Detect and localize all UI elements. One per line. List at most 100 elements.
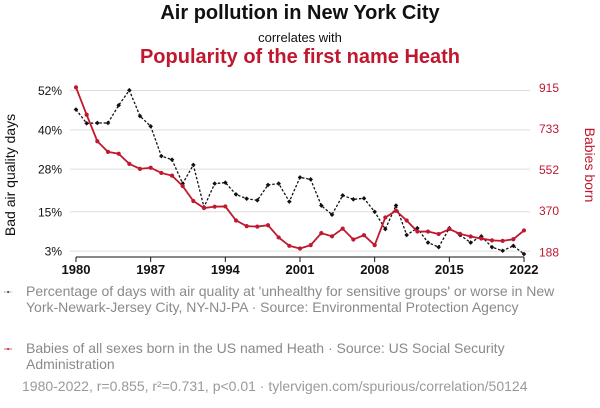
data-point-heath	[372, 243, 377, 248]
x-axis-ticks: 1980 1987 1994 2001 2008 2015 2022	[62, 256, 539, 277]
data-point-air-pollution	[287, 199, 292, 204]
data-point-heath	[383, 215, 388, 220]
right-tick-label: 552	[539, 163, 559, 177]
data-point-heath	[201, 205, 207, 211]
data-point-heath	[404, 218, 409, 223]
data-point-air-pollution	[105, 120, 111, 126]
data-point-heath	[276, 235, 281, 240]
left-axis-ticks: 3% 15% 28% 40% 52%	[38, 84, 62, 259]
data-point-heath	[233, 218, 239, 223]
data-point-heath	[500, 238, 505, 243]
data-point-heath	[361, 233, 367, 238]
series-line-air-pollution	[75, 88, 525, 255]
data-point-heath	[265, 223, 271, 228]
data-point-air-pollution	[489, 244, 495, 250]
data-point-air-pollution	[73, 107, 79, 112]
data-point-heath	[180, 183, 185, 189]
x-tick-label: 1980	[62, 262, 91, 277]
left-tick-label: 52%	[38, 84, 62, 98]
data-point-air-pollution	[393, 203, 399, 208]
right-tick-label: 915	[539, 81, 559, 95]
data-point-air-pollution	[308, 177, 313, 182]
series-line-heath	[75, 87, 525, 250]
data-point-heath	[148, 165, 153, 170]
data-point-heath	[521, 228, 527, 233]
series-air-pollution	[73, 87, 527, 257]
data-point-air-pollution	[436, 244, 441, 250]
data-point-air-pollution	[233, 192, 239, 197]
data-point-heath	[159, 170, 164, 176]
data-point-heath	[436, 231, 441, 237]
left-axis-label: Bad air quality days	[2, 114, 18, 236]
x-tick-label: 2001	[286, 262, 315, 277]
data-point-heath	[137, 166, 143, 171]
right-axis-ticks: 188 370 552 733 915	[539, 81, 559, 260]
data-point-heath	[84, 112, 89, 117]
x-tick-label: 2022	[510, 262, 539, 277]
data-point-heath	[447, 226, 452, 232]
data-point-air-pollution	[319, 203, 324, 208]
data-point-air-pollution	[479, 234, 484, 239]
data-point-heath	[244, 224, 249, 229]
data-point-air-pollution	[244, 196, 249, 201]
legend-marker-air-pollution	[4, 290, 13, 294]
x-tick-label: 2008	[360, 262, 389, 277]
data-point-heath	[191, 198, 196, 204]
data-point-air-pollution	[265, 182, 271, 188]
chart-title: Air pollution in New York City	[160, 2, 440, 24]
data-point-heath	[319, 231, 324, 236]
data-point-heath	[457, 231, 463, 236]
chart-title-2: Popularity of the first name Heath	[139, 46, 461, 68]
right-tick-label: 733	[539, 122, 559, 136]
data-point-air-pollution	[329, 212, 335, 218]
data-point-air-pollution	[361, 196, 367, 201]
right-tick-label: 188	[539, 245, 559, 259]
grid-lines	[70, 90, 530, 252]
footer-stats: 1980-2022, r=0.855, r²=0.731, p<0.01 · t…	[22, 378, 528, 394]
data-point-air-pollution	[169, 157, 175, 162]
x-tick-label: 1987	[136, 262, 165, 277]
right-axis-label: Babies born	[582, 128, 598, 203]
data-point-heath	[468, 234, 473, 239]
data-point-heath	[511, 237, 516, 242]
data-point-heath	[415, 229, 420, 234]
left-tick-label: 40%	[38, 123, 62, 137]
chart-subtitle: correlates with	[258, 30, 342, 45]
data-point-air-pollution	[372, 209, 377, 215]
data-point-air-pollution	[351, 197, 356, 202]
data-point-air-pollution	[148, 123, 153, 129]
data-point-heath	[479, 236, 484, 241]
data-point-heath	[489, 238, 495, 243]
data-point-air-pollution	[116, 102, 121, 108]
data-point-air-pollution	[191, 162, 196, 168]
data-point-air-pollution	[255, 198, 260, 203]
data-point-air-pollution	[159, 153, 164, 159]
data-point-air-pollution	[415, 225, 420, 231]
data-point-heath	[425, 229, 431, 234]
data-point-heath	[212, 204, 217, 209]
data-point-heath	[287, 243, 292, 248]
data-point-air-pollution	[297, 175, 303, 180]
data-point-heath	[116, 151, 121, 156]
data-point-heath	[297, 246, 303, 251]
data-point-air-pollution	[521, 251, 527, 257]
data-point-air-pollution	[276, 181, 281, 186]
legend-marker-heath	[4, 347, 13, 351]
left-tick-label: 3%	[45, 245, 63, 259]
data-point-air-pollution	[404, 232, 409, 238]
data-point-heath	[308, 243, 313, 248]
data-point-heath	[105, 149, 111, 154]
left-tick-label: 28%	[38, 163, 62, 177]
data-point-air-pollution	[127, 87, 132, 93]
series-heath-babies	[73, 85, 527, 251]
data-point-air-pollution	[212, 181, 217, 186]
data-point-heath	[169, 173, 175, 178]
data-point-air-pollution	[468, 240, 473, 245]
data-point-air-pollution	[511, 243, 516, 249]
data-point-heath	[73, 85, 79, 90]
data-point-heath	[340, 226, 345, 231]
data-point-air-pollution	[95, 120, 100, 126]
data-point-air-pollution	[425, 240, 431, 245]
left-tick-label: 15%	[38, 205, 62, 219]
